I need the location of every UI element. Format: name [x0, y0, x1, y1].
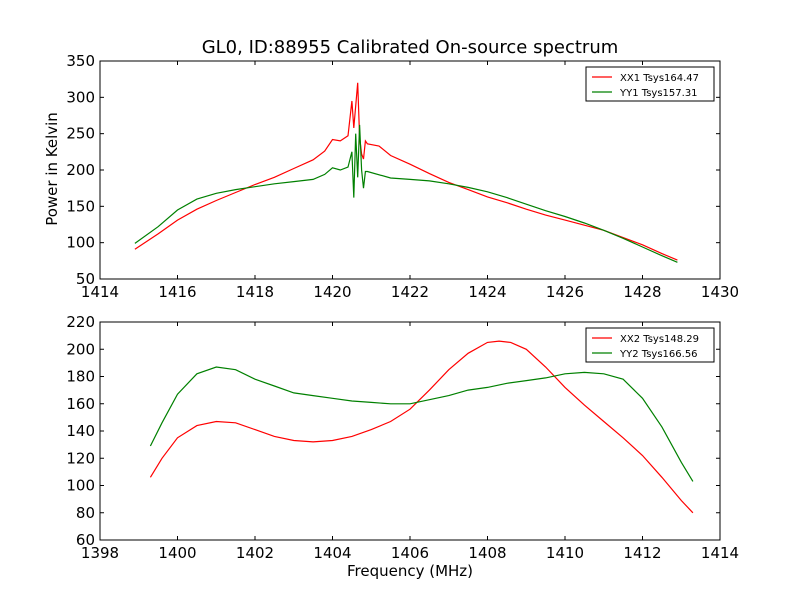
- x-tick-label: 1400: [158, 544, 196, 562]
- y-tick-label: 150: [66, 197, 95, 215]
- x-tick-label: 1418: [236, 283, 274, 301]
- x-tick-label: 1398: [81, 544, 119, 562]
- chart-panel-2: 1398 1400 1402 1404 1406 1408 1410 1412 1414 60 80…: [66, 313, 739, 562]
- y-tick-label: 220: [66, 313, 95, 331]
- x-tick-label: 1402: [236, 544, 274, 562]
- x-axis-label-bottom: Frequency (MHz): [347, 562, 473, 580]
- chart-title: GL0, ID:88955 Calibrated On-source spect…: [202, 37, 619, 58]
- series-line-2-2: [149, 366, 694, 482]
- x-tick-label: 1412: [623, 544, 661, 562]
- legend-label: YY1 Tsys157.31: [619, 88, 698, 99]
- x-tick-label: 1422: [391, 283, 429, 301]
- x-tick-label: 1416: [158, 283, 196, 301]
- x-tick-label: 1406: [391, 544, 429, 562]
- y-tick-label: 160: [66, 395, 95, 413]
- y-tick-label: 300: [66, 88, 95, 106]
- legend-label: XX2 Tsys148.29: [620, 334, 699, 345]
- y-tick-label: 180: [66, 368, 95, 386]
- x-tick-label: 1410: [546, 544, 584, 562]
- x-tick-label: 1414: [81, 283, 119, 301]
- y-tick-label: 60: [76, 531, 95, 549]
- legend-label: XX1 Tsys164.47: [620, 73, 699, 84]
- x-tick-label: 1426: [546, 283, 584, 301]
- x-tick-label: 1420: [313, 283, 351, 301]
- x-tick-label: 1424: [468, 283, 506, 301]
- x-tick-label: 1430: [701, 283, 739, 301]
- x-tick-label: 1408: [468, 544, 506, 562]
- y-tick-label: 140: [66, 422, 95, 440]
- y-tick-label: 100: [66, 477, 95, 495]
- y-tick-label: 200: [66, 161, 95, 179]
- x-tick-label: 1414: [701, 544, 739, 562]
- legend-label: YY2 Tsys166.56: [619, 349, 698, 360]
- y-tick-label: 350: [66, 52, 95, 70]
- chart-panel-1: 1414 1416 1418 1420 1422 1424 1426 1428 1430 50 10…: [66, 52, 739, 301]
- legend-box: [585, 327, 715, 363]
- legend-box: [585, 66, 715, 102]
- series-line-1-1: [134, 82, 678, 261]
- legend: XX1 Tsys164.47 YY1 Tsys157.31: [585, 66, 715, 102]
- y-axis-label-top: Power in Kelvin: [43, 112, 61, 226]
- y-tick-label: 100: [66, 234, 95, 252]
- y-tick-label: 250: [66, 125, 95, 143]
- y-tick-label: 80: [76, 504, 95, 522]
- y-tick-label: 120: [66, 449, 95, 467]
- legend: XX2 Tsys148.29 YY2 Tsys166.56: [585, 327, 715, 363]
- series-line-2-1: [149, 340, 694, 514]
- series-line-1-2: [134, 124, 678, 263]
- x-tick-label: 1428: [623, 283, 661, 301]
- y-tick-label: 200: [66, 340, 95, 358]
- x-tick-label: 1404: [313, 544, 351, 562]
- y-tick-label: 50: [76, 270, 95, 288]
- panels: 1414 1416 1418 1420 1422 1424 1426 1428 1430 50 10…: [66, 52, 739, 562]
